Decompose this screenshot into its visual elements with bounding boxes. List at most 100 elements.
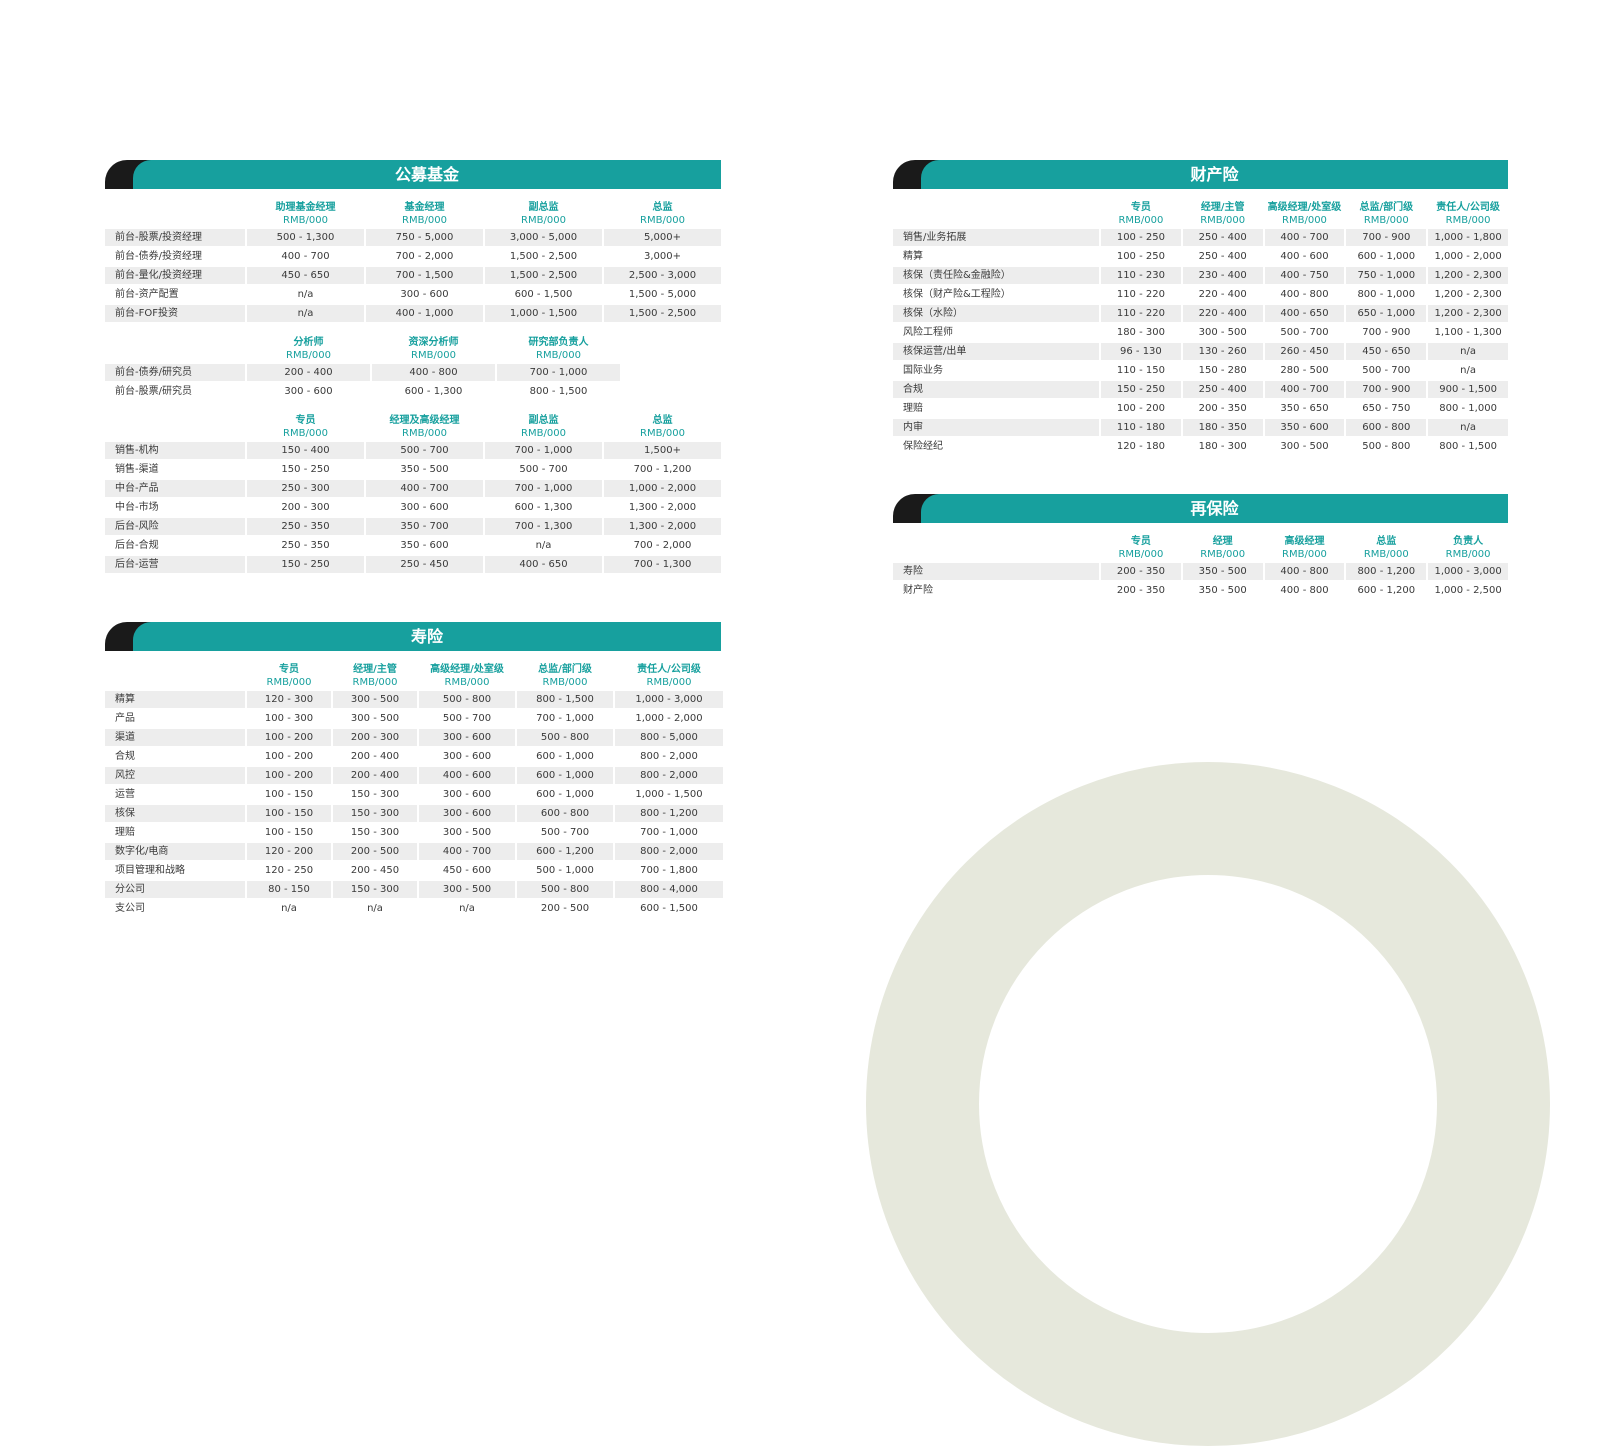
column-unit: RMB/000 — [521, 215, 566, 226]
column-unit: RMB/000 — [283, 215, 328, 226]
salary-range-cell: 100 - 250 — [1101, 229, 1181, 246]
column-title: 专员 — [295, 415, 316, 426]
salary-range-cell: 700 - 2,000 — [395, 251, 454, 262]
column-title: 总监/部门级 — [1359, 202, 1414, 213]
salary-table-front-office-research: 分析师 RMB/000 资深分析师 RMB/000 研究部负责人 RMB/000 前台-债券… — [105, 336, 721, 402]
salary-range-cell: 800 - 1,000 — [1439, 403, 1497, 414]
row-label: 前台-资产配置 — [115, 289, 179, 300]
salary-range-cell: 800 - 2,000 — [615, 767, 723, 784]
salary-range-cell: 350 - 500 — [1182, 563, 1263, 580]
salary-range-cell: 400 - 700 — [281, 251, 330, 262]
row-label: 国际业务 — [903, 365, 943, 376]
salary-range-cell: 1,500 - 2,500 — [485, 267, 602, 284]
column-header: 助理基金经理 RMB/000 — [247, 201, 364, 229]
salary-range-cell: 600 - 1,200 — [1357, 585, 1416, 596]
row-label: 后台-风险 — [105, 518, 245, 535]
row-label: 销售-渠道 — [115, 464, 159, 475]
salary-table-front-office-investment: 助理基金经理 RMB/000 基金经理 RMB/000 副总监 RMB/000 总监 RMB/… — [105, 201, 721, 324]
column-header: 专员 RMB/000 — [247, 663, 331, 691]
salary-range-cell: 600 - 1,500 — [640, 903, 698, 914]
salary-range-cell: 500 - 700 — [519, 464, 568, 475]
salary-range-cell: 1,100 - 1,300 — [1434, 327, 1502, 338]
salary-range-cell: 500 - 700 — [540, 827, 590, 838]
row-label: 内审 — [893, 419, 1099, 436]
header-spacer — [105, 336, 245, 364]
salary-range-cell: 400 - 600 — [1280, 251, 1329, 262]
column-unit: RMB/000 — [283, 428, 328, 439]
salary-table-reinsurance: 专员 RMB/000 经理 RMB/000 高级经理 RMB/000 总监 RMB/000 负责… — [893, 535, 1508, 601]
salary-range-cell: 250 - 350 — [281, 540, 330, 551]
header-spacer — [105, 201, 245, 229]
salary-range-cell: 150 - 300 — [350, 789, 400, 800]
column-unit: RMB/000 — [411, 350, 456, 361]
column-unit: RMB/000 — [1118, 215, 1164, 226]
salary-range-cell: 100 - 150 — [247, 805, 331, 822]
salary-range-cell: 350 - 600 — [1264, 419, 1345, 436]
section-header: 寿险 — [105, 622, 721, 651]
table-grid: 助理基金经理 RMB/000 基金经理 RMB/000 副总监 RMB/000 总监 RMB/… — [105, 201, 721, 324]
column-unit: RMB/000 — [542, 677, 588, 688]
salary-range-cell: 700 - 1,000 — [485, 442, 602, 459]
salary-range-cell: 110 - 180 — [1101, 419, 1181, 436]
decorative-arc — [866, 762, 1550, 1446]
column-title: 高级经理/处室级 — [1267, 202, 1342, 213]
salary-range-cell: 300 - 500 — [1198, 327, 1247, 338]
salary-range-cell: 200 - 400 — [350, 751, 400, 762]
column-title: 高级经理 — [1284, 536, 1325, 547]
column-title: 副总监 — [528, 202, 559, 213]
salary-range-cell: 250 - 400 — [1198, 251, 1247, 262]
salary-range-cell: 250 - 350 — [247, 518, 364, 535]
row-label: 前台-债券/研究员 — [105, 364, 245, 381]
row-label: 前台-FOF投资 — [105, 305, 245, 322]
row-label: 中台-产品 — [105, 480, 245, 497]
salary-range-cell: 400 - 800 — [1280, 585, 1329, 596]
column-unit: RMB/000 — [1118, 549, 1164, 560]
salary-range-cell: 200 - 450 — [350, 865, 400, 876]
column-title: 高级经理/处室级 — [430, 664, 504, 675]
salary-range-cell: 1,500 - 2,500 — [509, 251, 578, 262]
salary-range-cell: 150 - 250 — [1101, 381, 1181, 398]
column-unit: RMB/000 — [1282, 549, 1327, 560]
row-label: 运营 — [115, 789, 135, 800]
column-header: 总监/部门级 RMB/000 — [1346, 201, 1426, 229]
section-public-fund: 公募基金 助理基金经理 RMB/000 基金经理 RMB/000 副总监 RMB/000 总… — [105, 160, 721, 575]
salary-range-cell: 180 - 300 — [1198, 441, 1247, 452]
salary-range-cell: 700 - 1,000 — [497, 364, 620, 381]
column-unit: RMB/000 — [352, 677, 398, 688]
salary-range-cell: 2,500 - 3,000 — [604, 267, 721, 284]
salary-range-cell: n/a — [1460, 365, 1477, 376]
salary-range-cell: 500 - 800 — [419, 691, 515, 708]
column-header: 总监 RMB/000 — [1346, 535, 1426, 563]
salary-range-cell: 5,000+ — [604, 229, 721, 246]
salary-range-cell: 150 - 300 — [350, 827, 400, 838]
salary-range-cell: 700 - 1,300 — [485, 518, 602, 535]
salary-range-cell: 120 - 180 — [1116, 441, 1165, 452]
column-header: 高级经理 RMB/000 — [1265, 535, 1345, 563]
salary-range-cell: 1,200 - 2,300 — [1428, 305, 1508, 322]
salary-range-cell: 400 - 700 — [1264, 229, 1345, 246]
row-label: 寿险 — [893, 563, 1099, 580]
salary-range-cell: 200 - 400 — [247, 364, 370, 381]
salary-range-cell: 600 - 800 — [517, 805, 613, 822]
salary-range-cell: 700 - 1,000 — [536, 713, 594, 724]
row-label: 后台-运营 — [105, 556, 245, 573]
section-header: 再保险 — [893, 494, 1508, 523]
salary-range-cell: n/a — [247, 305, 364, 322]
column-title: 总监 — [652, 202, 673, 213]
salary-range-cell: 450 - 650 — [1346, 343, 1427, 360]
column-unit: RMB/000 — [266, 677, 312, 688]
row-label: 保险经纪 — [903, 441, 943, 452]
salary-range-cell: 300 - 600 — [419, 805, 515, 822]
salary-range-cell: 650 - 1,000 — [1346, 305, 1427, 322]
column-title: 副总监 — [528, 415, 559, 426]
column-header: 经理/主管 RMB/000 — [333, 663, 417, 691]
column-unit: RMB/000 — [640, 428, 685, 439]
table-grid: 专员 RMB/000 经理/主管 RMB/000 高级经理/处室级 RMB/000 总监/部… — [893, 201, 1508, 457]
salary-range-cell: 650 - 750 — [1362, 403, 1411, 414]
column-header: 专员 RMB/000 — [1101, 201, 1181, 229]
column-title: 经理及高级经理 — [389, 415, 460, 426]
salary-range-cell: 1,000 - 2,000 — [1434, 251, 1502, 262]
salary-range-cell: 500 - 700 — [1280, 327, 1329, 338]
section-property-insurance: 财产险 专员 RMB/000 经理/主管 RMB/000 高级经理/处室级 RMB/000… — [893, 160, 1508, 457]
column-title: 责任人/公司级 — [1436, 202, 1500, 213]
